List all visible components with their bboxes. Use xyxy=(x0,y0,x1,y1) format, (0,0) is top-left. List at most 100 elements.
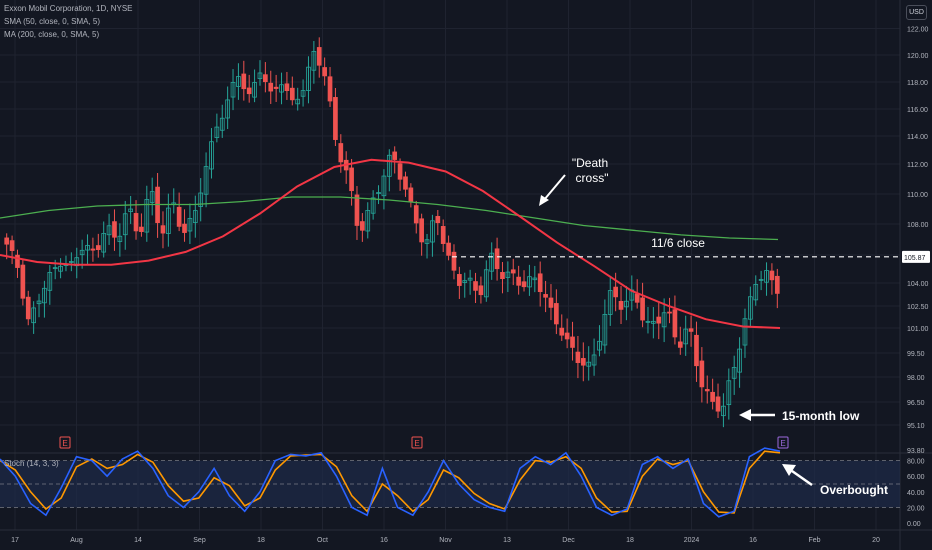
candle-body xyxy=(532,277,538,281)
candle-body xyxy=(715,396,721,412)
candle-body xyxy=(537,273,543,293)
time-tick-label: 16 xyxy=(380,537,388,544)
price-tick-label: 96.50 xyxy=(907,400,925,407)
candle-body xyxy=(710,391,715,402)
candle-body xyxy=(289,87,295,101)
candle-body xyxy=(273,86,279,89)
candle-body xyxy=(219,117,225,131)
candle-body xyxy=(268,82,274,92)
time-tick-label: 14 xyxy=(134,537,142,544)
candle-body xyxy=(748,296,753,320)
candle-body xyxy=(440,226,446,244)
price-tick-label: 114.00 xyxy=(907,134,928,141)
candle-body xyxy=(90,248,96,251)
candle-body xyxy=(640,297,645,321)
stoch-tick-label: 80.00 xyxy=(907,459,925,466)
fifteen-month-low-label: 15-month low xyxy=(782,409,860,423)
candle-body xyxy=(661,312,667,328)
candle-body xyxy=(306,66,311,91)
legend-sma50: SMA (50, close, 0, SMA, 5) xyxy=(4,17,101,26)
candle-body xyxy=(500,272,505,280)
candle-body xyxy=(252,82,257,98)
candle-body xyxy=(149,191,155,203)
candle-body xyxy=(397,163,403,180)
candle-body xyxy=(106,225,112,236)
stochastic-lines xyxy=(0,447,781,518)
candle-body xyxy=(618,300,624,310)
candle-body xyxy=(473,281,478,291)
death-cross-arrow xyxy=(543,174,566,201)
candle-body xyxy=(677,341,683,348)
price-tick-label: 122.00 xyxy=(907,27,929,34)
candle-body xyxy=(376,192,381,194)
candle-body xyxy=(408,187,414,202)
candle-body xyxy=(365,209,371,232)
candle-body xyxy=(230,82,236,98)
candle-body xyxy=(489,252,495,272)
candle-body xyxy=(20,264,26,299)
candle-body xyxy=(704,389,710,392)
price-tick-label: 99.50 xyxy=(907,351,925,358)
price-label-value: 105.87 xyxy=(904,255,926,262)
candle-body xyxy=(300,90,306,97)
candle-body xyxy=(25,296,31,320)
candle-body xyxy=(597,340,602,351)
candle-body xyxy=(187,218,193,232)
stoch-tick-label: 0.00 xyxy=(907,521,921,528)
candle-body xyxy=(139,226,144,232)
price-label-box xyxy=(902,250,930,263)
time-tick-label: 20 xyxy=(872,537,880,544)
stoch-k-line xyxy=(0,447,781,518)
candle-body xyxy=(15,254,20,268)
candle-body xyxy=(446,242,451,256)
currency-button[interactable]: USD xyxy=(906,5,927,20)
time-axis: 17Aug14Sep18Oct16Nov13Dec18202416Feb20Ma… xyxy=(11,537,932,544)
candle-body xyxy=(192,210,198,223)
death-cross-label-2: cross" xyxy=(576,171,609,185)
price-axis: 122.00 120.00 118.00 116.00 114.00 112.00 110.… xyxy=(452,27,930,528)
candle-body xyxy=(381,175,387,197)
candle-body xyxy=(688,328,694,332)
candle-body xyxy=(737,348,742,373)
candle-body xyxy=(160,225,166,234)
time-tick-label: 13 xyxy=(503,537,511,544)
time-tick-label: Nov xyxy=(439,537,452,544)
earnings-marker[interactable] xyxy=(59,436,71,449)
death-cross-arrowhead xyxy=(539,195,549,206)
candle-body xyxy=(753,283,759,301)
candle-body xyxy=(575,351,581,364)
candle-body xyxy=(451,251,457,271)
candle-body xyxy=(203,166,209,195)
candle-body xyxy=(198,192,204,207)
candle-body xyxy=(279,84,284,93)
candle-body xyxy=(699,360,705,388)
candle-body xyxy=(457,274,462,286)
earnings-marker-letter: E xyxy=(780,439,785,448)
candle-body xyxy=(257,72,263,79)
candle-body xyxy=(527,276,532,288)
legend-title: Exxon Mobil Corporation, 1D, NYSE xyxy=(4,4,133,13)
candle-body xyxy=(564,332,570,340)
stoch-label: Stoch (14, 3, 3) xyxy=(4,459,59,468)
ma200-line xyxy=(0,196,779,241)
candle-body xyxy=(311,51,317,71)
earnings-marker[interactable] xyxy=(777,436,789,449)
candle-body xyxy=(769,270,775,281)
candle-body xyxy=(333,97,338,140)
candlesticks xyxy=(4,37,780,428)
close-11-6-label: 11/6 close xyxy=(651,236,705,250)
low-arrowhead xyxy=(739,409,751,421)
price-tick-label: 104.00 xyxy=(907,281,929,288)
candle-body xyxy=(112,221,117,238)
candle-body xyxy=(543,294,548,298)
candle-body xyxy=(624,300,629,308)
candle-body xyxy=(731,367,737,379)
earnings-marker[interactable] xyxy=(411,436,423,449)
candle-body xyxy=(225,99,230,119)
candle-body xyxy=(122,213,128,236)
candle-body xyxy=(726,380,732,406)
stoch-tick-label: 93.80 xyxy=(907,448,925,455)
legend-ma200: MA (200, close, 0, SMA, 5) xyxy=(4,30,100,39)
